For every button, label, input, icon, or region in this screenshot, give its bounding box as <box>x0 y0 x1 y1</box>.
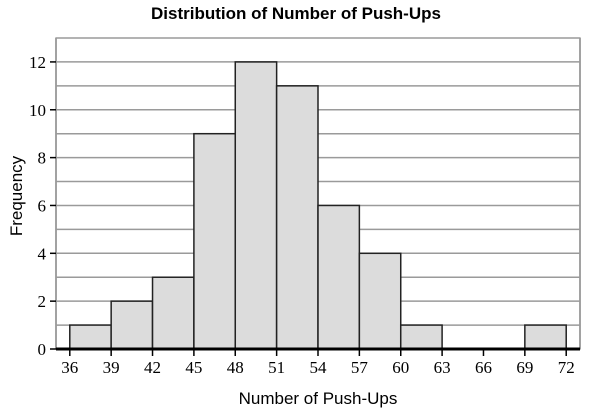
y-axis-ticks: 0 2 4 6 8 10 12 <box>29 53 56 359</box>
x-tick-label: 66 <box>475 358 492 377</box>
x-tick-label: 42 <box>144 358 161 377</box>
chart-title: Distribution of Number of Push-Ups <box>151 4 441 23</box>
x-tick-label: 39 <box>103 358 120 377</box>
histogram-bar <box>358 252 402 350</box>
x-tick-label: 54 <box>310 358 328 377</box>
histogram-bar <box>151 276 195 350</box>
histogram-bar <box>317 204 361 350</box>
x-tick-label: 60 <box>392 358 409 377</box>
histogram-bar <box>193 132 237 350</box>
x-axis-label: Number of Push-Ups <box>239 389 398 408</box>
histogram-bar <box>234 61 278 350</box>
x-tick-label: 45 <box>185 358 202 377</box>
histogram-bar <box>275 85 319 350</box>
y-tick-label: 8 <box>38 149 47 168</box>
x-tick-label: 69 <box>516 358 533 377</box>
x-tick-label: 48 <box>227 358 244 377</box>
x-axis-ticks: 36 39 42 45 48 51 54 57 60 63 66 69 72 <box>61 349 575 377</box>
histogram-bar <box>524 324 567 350</box>
y-tick-label: 10 <box>29 101 46 120</box>
bars <box>69 61 567 350</box>
x-tick-label: 36 <box>61 358 78 377</box>
y-tick-label: 0 <box>38 340 47 359</box>
y-axis-label: Frequency <box>7 155 26 236</box>
y-tick-label: 2 <box>38 292 47 311</box>
y-tick-label: 4 <box>38 244 47 263</box>
histogram-bar <box>110 300 154 350</box>
x-tick-label: 51 <box>268 358 285 377</box>
histogram-bar <box>69 324 112 350</box>
y-tick-label: 6 <box>38 196 47 215</box>
x-tick-label: 72 <box>558 358 575 377</box>
x-tick-label: 63 <box>434 358 451 377</box>
y-tick-label: 12 <box>29 53 46 72</box>
x-tick-label: 57 <box>351 358 369 377</box>
histogram-bar <box>399 324 443 350</box>
